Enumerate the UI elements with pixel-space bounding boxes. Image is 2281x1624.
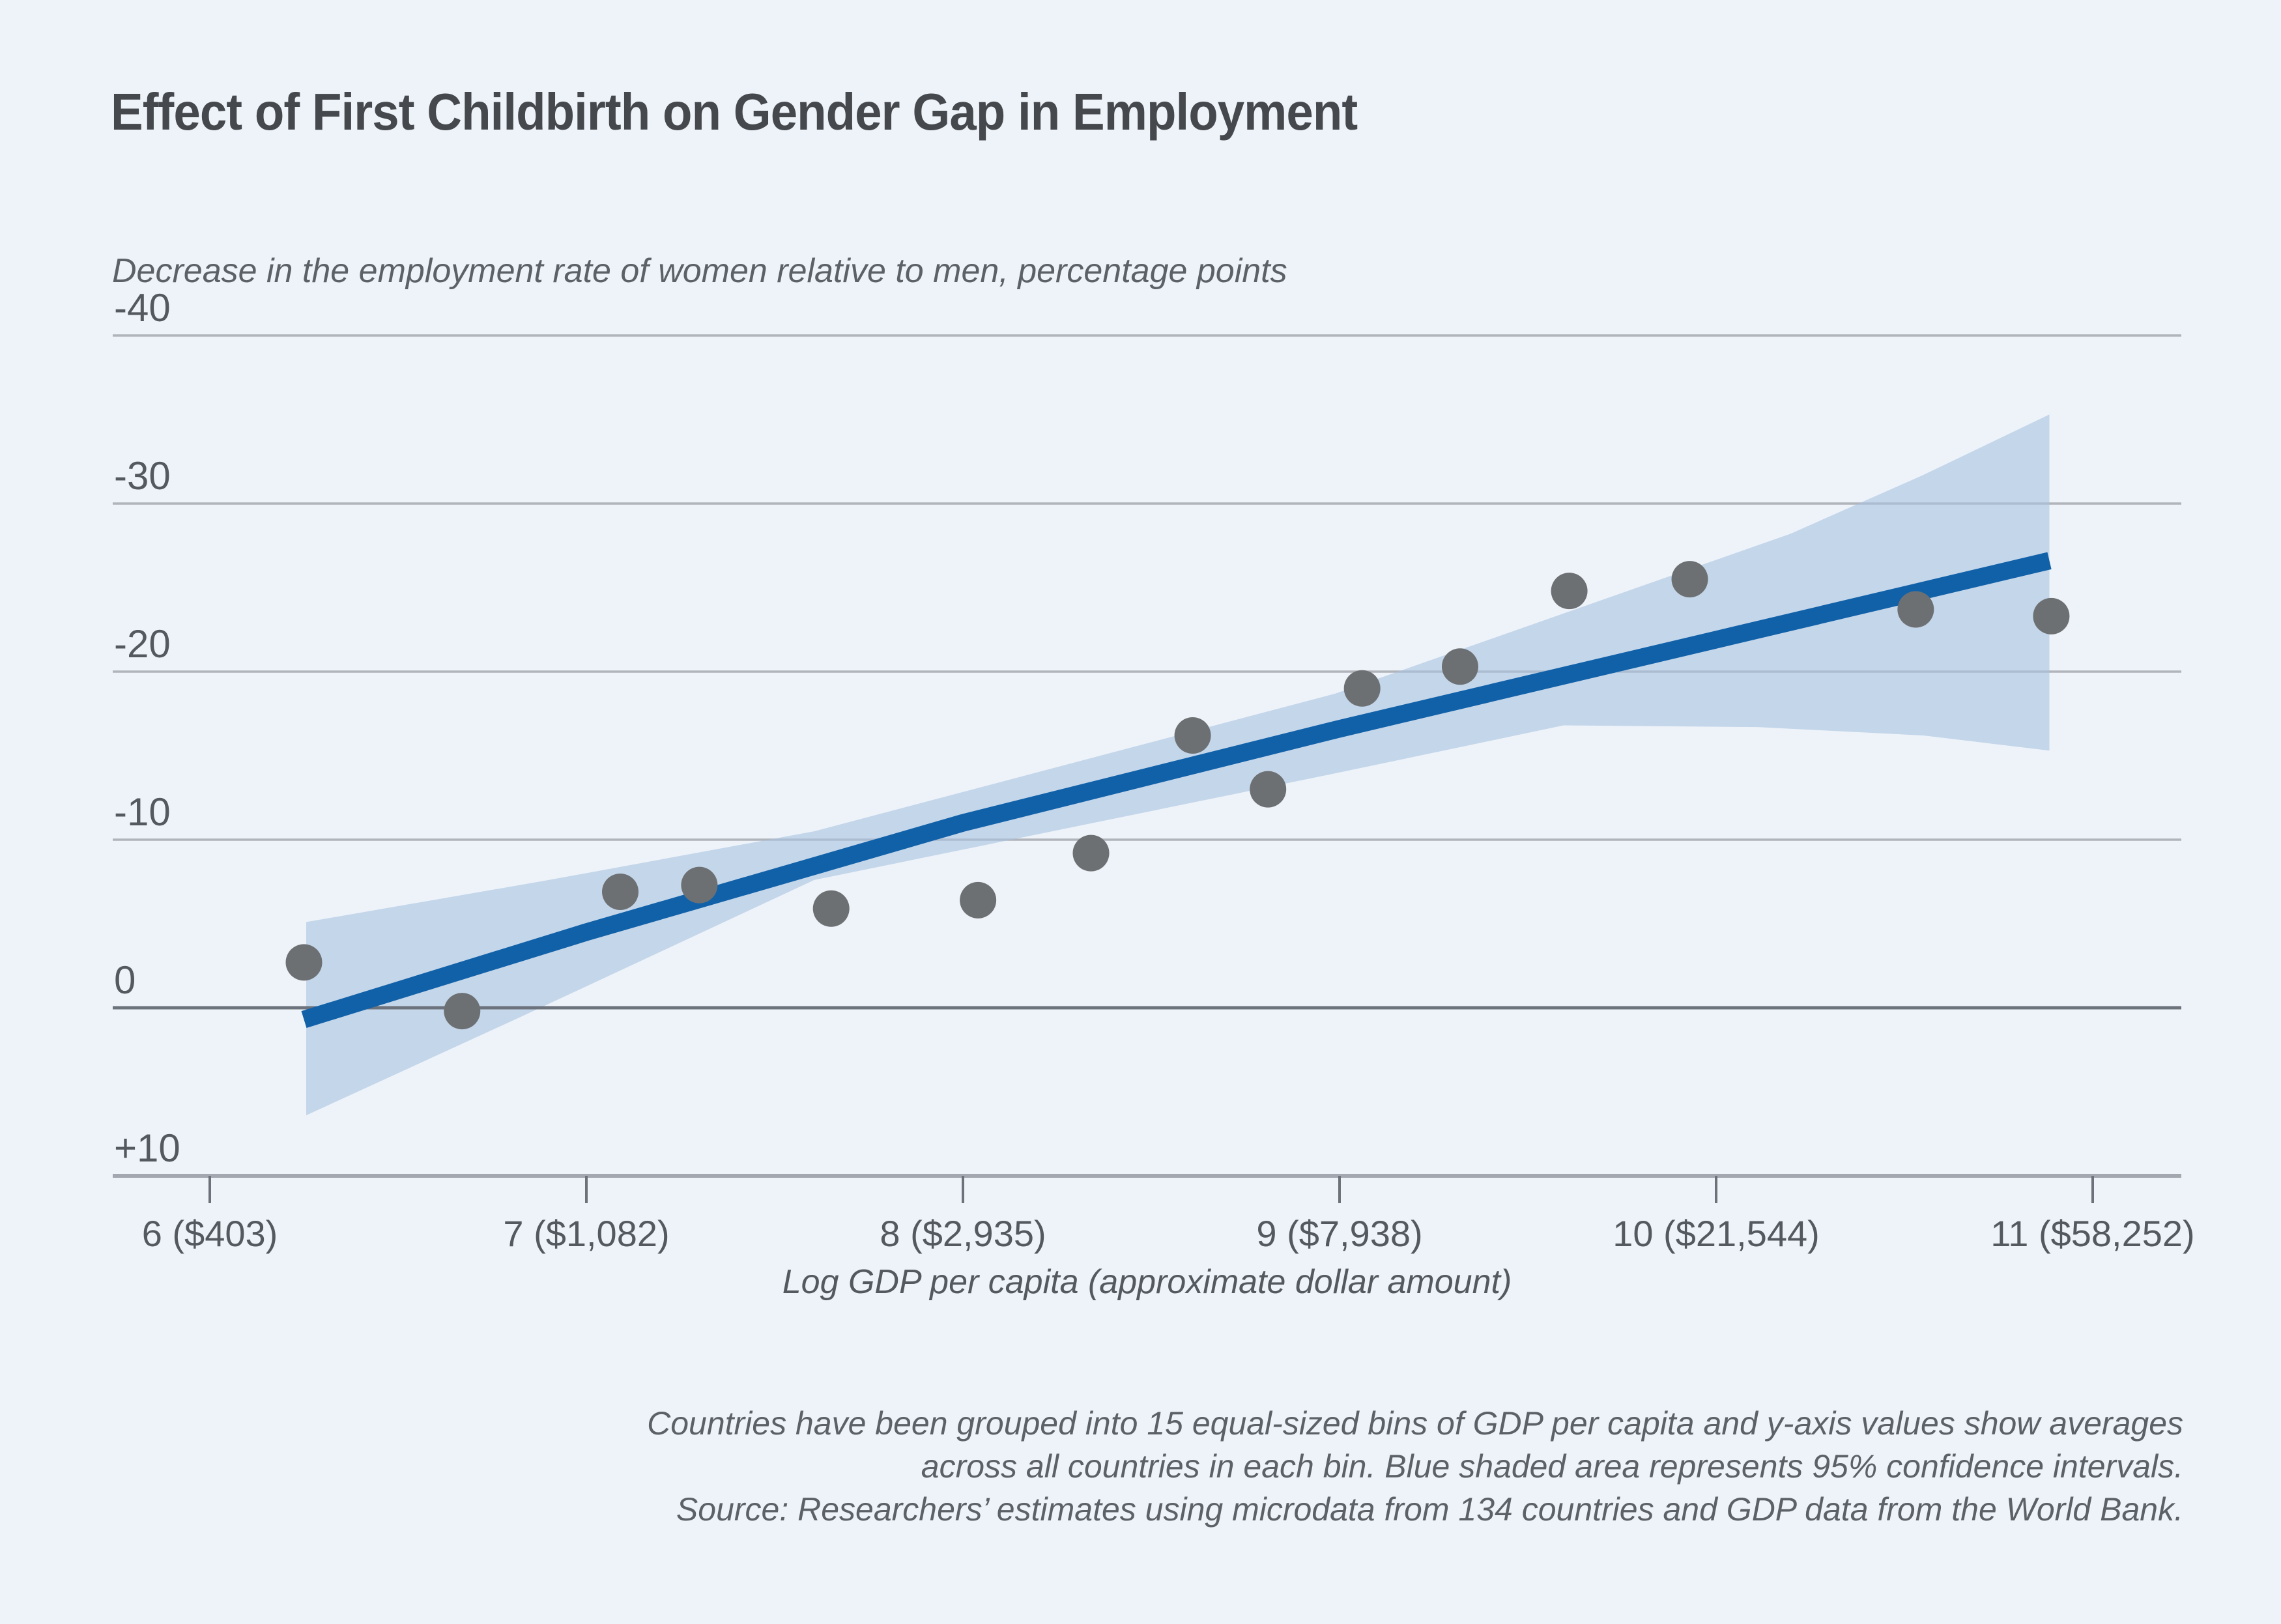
data-point bbox=[602, 873, 639, 910]
footnote-line-3: Source: Researchers’ estimates using mic… bbox=[676, 1491, 2183, 1528]
data-point bbox=[1551, 573, 1588, 610]
y-tick-label: -20 bbox=[114, 622, 171, 666]
y-tick-label: -10 bbox=[114, 790, 171, 834]
x-tick-label: 7 ($1,082) bbox=[503, 1213, 669, 1254]
chart-title: Effect of First Childbirth on Gender Gap… bbox=[111, 83, 1358, 141]
data-point bbox=[681, 866, 718, 904]
x-tick-label: 11 ($58,252) bbox=[1990, 1213, 2194, 1254]
y-tick-label: -40 bbox=[114, 286, 171, 330]
y-axis-note: Decrease in the employment rate of women… bbox=[112, 252, 1287, 290]
y-tick-label: +10 bbox=[114, 1126, 180, 1170]
x-tick-label: 8 ($2,935) bbox=[880, 1213, 1046, 1254]
x-tick-label: 9 ($7,938) bbox=[1256, 1213, 1422, 1254]
data-point bbox=[1441, 648, 1478, 685]
data-point bbox=[1174, 717, 1211, 754]
x-tick-label: 10 ($21,544) bbox=[1613, 1213, 1820, 1254]
data-point bbox=[1250, 771, 1287, 808]
y-tick-label: -30 bbox=[114, 454, 171, 498]
data-point bbox=[1897, 591, 1934, 628]
x-tick-label: 6 ($403) bbox=[142, 1213, 278, 1254]
footnote: Countries have been grouped into 15 equa… bbox=[294, 1402, 2183, 1531]
data-point bbox=[1072, 834, 1110, 872]
data-point bbox=[812, 890, 850, 927]
data-point bbox=[285, 944, 323, 981]
trend-line bbox=[301, 552, 2052, 1028]
data-point bbox=[1671, 561, 1708, 598]
data-point bbox=[960, 881, 997, 919]
y-tick-label: 0 bbox=[114, 958, 136, 1002]
data-point bbox=[444, 993, 481, 1030]
data-point bbox=[2033, 597, 2070, 634]
footnote-line-2: across all countries in each bin. Blue s… bbox=[921, 1448, 2183, 1485]
footnote-line-1: Countries have been grouped into 15 equa… bbox=[647, 1405, 2183, 1442]
x-axis-title: Log GDP per capita (approximate dollar a… bbox=[782, 1263, 1512, 1301]
data-point bbox=[1343, 670, 1381, 707]
